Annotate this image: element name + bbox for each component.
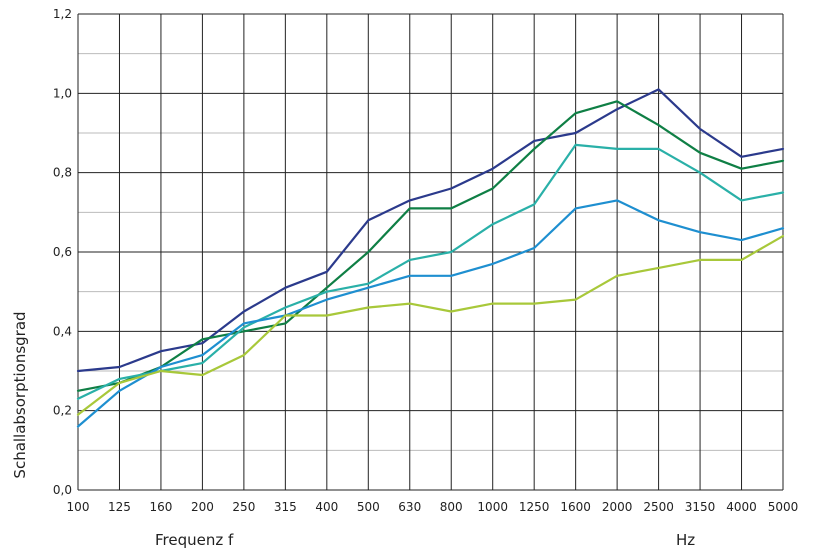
x-tick-label: 400	[315, 500, 338, 514]
x-tick-label: 125	[108, 500, 131, 514]
y-tick-label: 0,0	[53, 483, 72, 497]
x-tick-label: 100	[67, 500, 90, 514]
y-axis-label: Schallabsorptionsgrad	[11, 311, 29, 478]
x-tick-label: 2500	[643, 500, 674, 514]
x-tick-label: 630	[398, 500, 421, 514]
series-line-3	[76, 143, 785, 400]
series-line-2	[76, 100, 785, 392]
x-tick-label: 250	[232, 500, 255, 514]
series-line-1	[76, 88, 785, 373]
y-tick-label: 1,0	[53, 86, 72, 100]
x-tick-label: 2000	[602, 500, 633, 514]
x-tick-label: 3150	[685, 500, 716, 514]
x-tick-label: 315	[274, 500, 297, 514]
x-tick-label: 200	[191, 500, 214, 514]
y-tick-label: 0,4	[53, 324, 72, 338]
minor-gridlines	[78, 53, 783, 451]
x-tick-label: 5000	[768, 500, 799, 514]
y-tick-label: 0,6	[53, 245, 72, 259]
y-tick-labels: 0,0 0,2 0,4 0,6 0,8 1,0 1,2	[53, 7, 72, 497]
major-gridlines	[77, 13, 784, 491]
x-tick-label: 160	[149, 500, 172, 514]
x-tick-label: 1600	[560, 500, 591, 514]
x-tick-label: 1000	[477, 500, 508, 514]
series-layer	[76, 88, 785, 428]
x-tick-label: 500	[357, 500, 380, 514]
x-tick-label: 4000	[726, 500, 757, 514]
x-tick-label: 1250	[519, 500, 550, 514]
y-tick-label: 1,2	[53, 7, 72, 21]
y-tick-label: 0,2	[53, 404, 72, 418]
y-tick-label: 0,8	[53, 166, 72, 180]
x-tick-label: 800	[440, 500, 463, 514]
series-line-4	[76, 199, 785, 428]
x-axis-unit: Hz	[676, 531, 695, 549]
x-tick-labels: 100 125 160 200 250 315 400 500 630 800 1000 1250 16…	[67, 500, 799, 514]
series-line-5	[76, 235, 785, 416]
x-axis-label: Frequenz f	[155, 531, 234, 549]
